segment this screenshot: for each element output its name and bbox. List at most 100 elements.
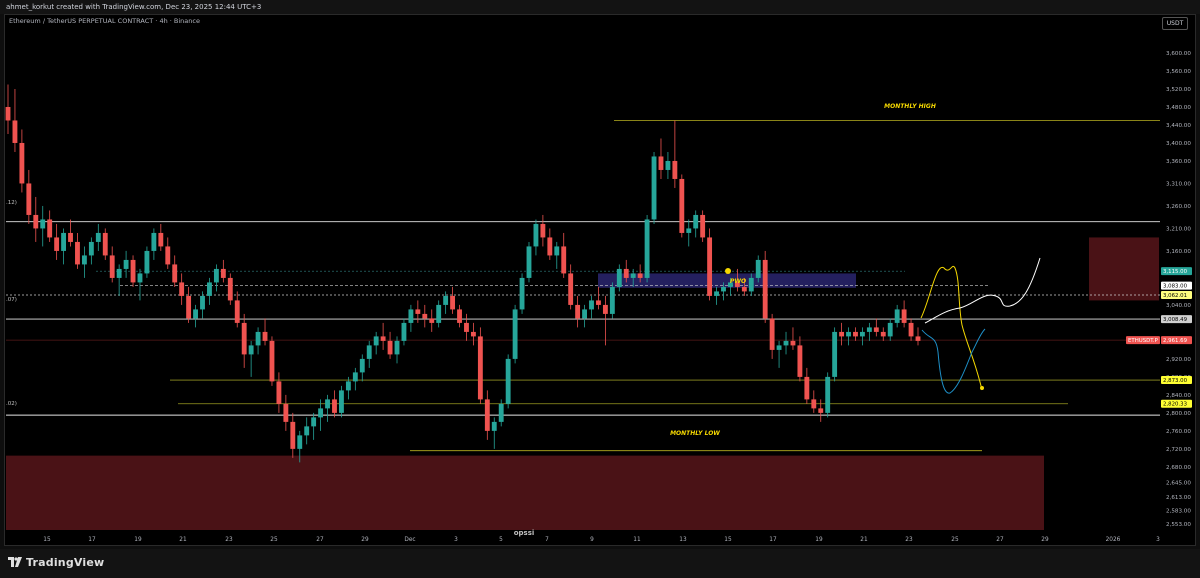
- candle-body: [665, 160, 671, 170]
- candle-body: [790, 340, 796, 346]
- candle-body: [505, 358, 511, 404]
- price-tag-box: [1161, 376, 1192, 385]
- candle-body: [88, 241, 94, 256]
- candle-body: [637, 273, 643, 278]
- candle-body: [213, 268, 219, 283]
- candle-body: [19, 142, 25, 184]
- candle-body: [866, 327, 872, 332]
- candle-body: [165, 246, 171, 265]
- time-tick-label: 3: [454, 537, 458, 543]
- footer-bar: [0, 549, 1200, 578]
- candle-body: [234, 300, 240, 323]
- candle-body: [700, 214, 706, 238]
- candle-body: [325, 399, 330, 409]
- candle-body: [297, 435, 303, 449]
- candle-body: [290, 421, 296, 449]
- candle-body: [61, 232, 67, 251]
- price-tag-box: [1161, 399, 1192, 408]
- candle-body: [811, 399, 817, 409]
- price-tag-box: [1161, 336, 1192, 345]
- candle-body: [825, 376, 831, 413]
- time-tick-label: 23: [225, 537, 233, 543]
- candle-body: [102, 232, 108, 256]
- candle-body: [672, 160, 678, 179]
- time-tick-label: 17: [769, 537, 777, 543]
- price-tick-label: 3,520.00: [1166, 87, 1191, 93]
- price-tag-label: 3,115.00: [1163, 269, 1188, 275]
- candle-body: [630, 273, 636, 278]
- candle-body: [846, 331, 851, 337]
- candle-body: [804, 376, 810, 400]
- candle-body: [269, 340, 275, 382]
- candle-body: [818, 408, 824, 413]
- candle-body: [484, 399, 490, 431]
- price-tag-label: 3,062.01: [1163, 293, 1187, 299]
- brand-text: TradingView: [26, 556, 105, 569]
- candle-body: [728, 282, 733, 287]
- projection-yellow: [920, 265, 983, 391]
- candle-body: [776, 345, 782, 350]
- price-tag-box: [1161, 315, 1192, 324]
- candle-body: [179, 282, 185, 296]
- candle-body: [526, 246, 532, 278]
- time-tick-label: 25: [951, 537, 959, 543]
- candle-body: [519, 277, 525, 310]
- price-tick-label: 3,400.00: [1166, 141, 1191, 147]
- candle-body: [186, 295, 192, 319]
- price-tick-label: 2,800.00: [1166, 411, 1191, 417]
- candle-body: [755, 259, 761, 278]
- candle-body: [75, 241, 80, 265]
- candle-body: [741, 286, 747, 292]
- price-tick-label: 2,920.00: [1166, 357, 1191, 363]
- candle-body: [797, 345, 803, 377]
- candle-body: [158, 232, 164, 247]
- drawings-layer: [920, 257, 1041, 394]
- pwo-marker: [725, 268, 731, 274]
- pwo-label: PWO: [730, 278, 746, 285]
- candle-body: [359, 358, 365, 373]
- candle-body: [144, 250, 150, 274]
- candle-body: [255, 331, 261, 346]
- price-tag-box: [1161, 291, 1192, 300]
- candle-body: [616, 268, 622, 287]
- candle-body: [533, 223, 539, 247]
- time-tick-label: 13: [679, 537, 687, 543]
- price-tick-label: 2,720.00: [1166, 447, 1191, 453]
- candle-body: [547, 237, 553, 256]
- candle-body: [207, 282, 212, 296]
- tradingview-logo[interactable]: TradingView: [8, 556, 104, 569]
- candle-body: [401, 322, 407, 341]
- candle-body: [783, 340, 789, 346]
- price-tag-label: ETHUSDT.P: [1128, 338, 1159, 344]
- candle-body: [609, 286, 615, 314]
- candle-body: [332, 399, 337, 413]
- candle-body: [679, 178, 685, 233]
- price-tick-label: 3,560.00: [1166, 69, 1191, 75]
- symbol-legend[interactable]: Ethereum / TetherUS PERPETUAL CONTRACT ·…: [9, 17, 200, 25]
- candle-body: [901, 309, 907, 323]
- candle-body: [644, 219, 650, 278]
- candle-body: [853, 331, 858, 337]
- candle-body: [276, 381, 282, 404]
- annotations-layer: MONTHLY HIGH MONTHLY LOW PWO opssi .12) …: [6, 103, 936, 537]
- candle-body: [47, 219, 53, 238]
- candle-body: [81, 255, 87, 265]
- candle-body: [470, 331, 476, 337]
- candle-body: [262, 331, 268, 341]
- price-axis: 3,600.00 3,560.00 3,520.00 3,480.00 3,440.00…: [1166, 51, 1191, 528]
- monthly-low-label: MONTHLY LOW: [670, 430, 720, 437]
- price-tick-label: 3,310.00: [1166, 181, 1191, 187]
- candle-body: [582, 309, 587, 319]
- candle-body: [651, 156, 657, 220]
- candle-body: [33, 214, 39, 229]
- price-tick-label: 2,680.00: [1166, 465, 1191, 471]
- currency-button[interactable]: USDT: [1162, 17, 1188, 30]
- candle-body: [568, 273, 574, 305]
- monthly-high-label: MONTHLY HIGH: [884, 103, 936, 110]
- candle-body: [339, 390, 344, 413]
- left-cut-label-2: .07): [6, 297, 17, 303]
- candle-body: [373, 336, 379, 346]
- candle-body: [873, 327, 879, 332]
- candle-body: [387, 340, 393, 355]
